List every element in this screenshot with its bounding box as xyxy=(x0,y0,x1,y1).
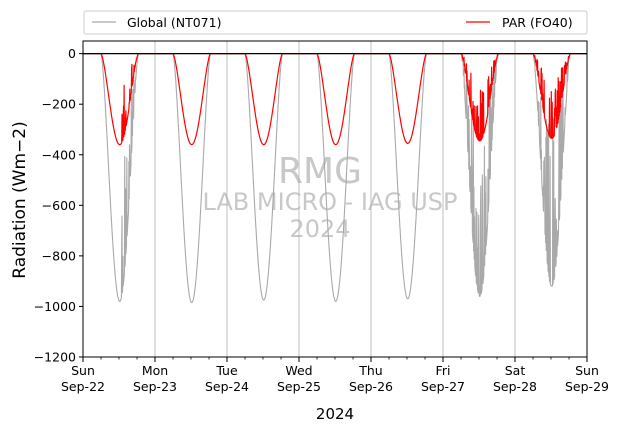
grid xyxy=(154,41,516,357)
x-tick-label-date: Sep-24 xyxy=(205,379,249,394)
x-tick-label-day: Thu xyxy=(358,363,382,378)
y-tick-label: −1000 xyxy=(34,299,76,314)
y-tick-label: −600 xyxy=(42,198,76,213)
x-tick-label-day: Wed xyxy=(285,363,312,378)
legend-label-global: Global (NT071) xyxy=(127,15,221,30)
x-tick-label-day: Mon xyxy=(142,363,168,378)
y-tick-label: −1200 xyxy=(34,350,76,365)
legend: Global (NT071) PAR (FO40) xyxy=(83,10,588,35)
axes: 0−200−400−600−800−1000−1200SunSep-22MonS… xyxy=(34,40,609,394)
x-tick-label-date: Sep-23 xyxy=(133,379,177,394)
x-tick-label-date: Sep-22 xyxy=(61,379,105,394)
watermark-line-2: LAB MICRO - IAG USP xyxy=(202,188,457,216)
x-tick-label-day: Sat xyxy=(505,363,526,378)
x-tick-label-date: Sep-25 xyxy=(277,379,321,394)
y-tick-label: −800 xyxy=(42,248,76,263)
watermark: RMG LAB MICRO - IAG USP 2024 xyxy=(202,151,457,243)
y-axis-title: Radiation (Wm−2) xyxy=(10,121,30,278)
legend-label-par: PAR (FO40) xyxy=(502,15,573,30)
y-tick-label: −400 xyxy=(42,147,76,162)
x-tick-label-date: Sep-27 xyxy=(421,379,465,394)
x-axis-title: 2024 xyxy=(316,405,354,423)
x-tick-label-date: Sep-26 xyxy=(349,379,393,394)
series-line-par xyxy=(82,53,588,146)
x-tick-label-day: Sun xyxy=(575,363,599,378)
y-tick-label: −200 xyxy=(42,97,76,112)
x-tick-label-day: Tue xyxy=(215,363,238,378)
x-tick-label-date: Sep-28 xyxy=(493,379,537,394)
y-tick-label: 0 xyxy=(68,46,76,61)
x-tick-label-day: Sun xyxy=(71,363,95,378)
watermark-line-3: 2024 xyxy=(289,215,350,243)
watermark-line-1: RMG xyxy=(278,151,362,192)
legend-frame xyxy=(83,10,588,35)
x-tick-label-date: Sep-29 xyxy=(565,379,609,394)
x-tick-label-day: Fri xyxy=(436,363,451,378)
